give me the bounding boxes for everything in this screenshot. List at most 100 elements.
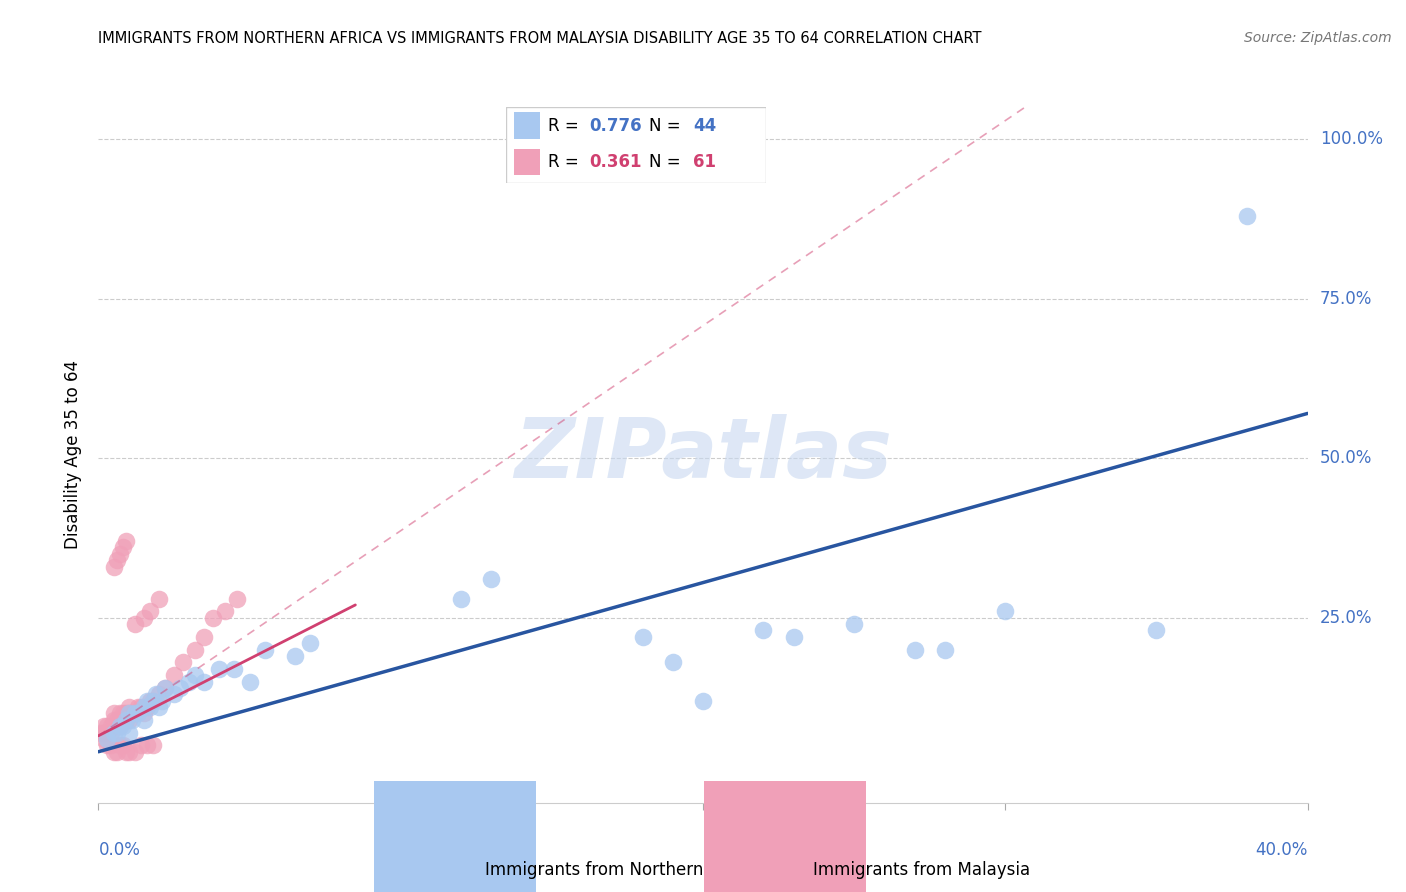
Point (100, 739, 122, 753)
Point (193, 630, 215, 644)
Point (105, 725, 128, 739)
Point (93, 719, 115, 733)
Point (132, 706, 155, 721)
Point (239, 674, 262, 689)
Point (132, 610, 155, 624)
Text: 0.776: 0.776 (589, 117, 643, 135)
Point (111, 706, 134, 721)
Text: Immigrants from Northern Africa: Immigrants from Northern Africa (485, 861, 756, 879)
Point (148, 591, 170, 606)
Point (96, 731, 118, 746)
Text: 75.0%: 75.0% (1320, 290, 1372, 308)
Point (132, 700, 155, 714)
Point (105, 713, 128, 727)
Point (93, 731, 115, 746)
FancyBboxPatch shape (506, 107, 766, 183)
Point (214, 604, 236, 618)
Point (253, 642, 276, 657)
Point (142, 694, 165, 708)
Point (108, 739, 131, 753)
Point (172, 656, 194, 670)
Point (150, 694, 173, 708)
Point (193, 674, 215, 689)
Point (108, 547, 131, 561)
Point (121, 713, 143, 727)
Point (103, 706, 125, 721)
Point (129, 739, 152, 753)
Point (142, 694, 165, 708)
Point (124, 706, 146, 721)
Point (135, 694, 157, 708)
Text: R =: R = (548, 153, 583, 171)
Text: R =: R = (548, 117, 583, 135)
Point (994, 604, 1017, 618)
Text: 0.0%: 0.0% (98, 841, 141, 859)
Point (124, 745, 146, 759)
Bar (515, 112, 540, 139)
Point (111, 541, 134, 555)
Point (450, 591, 472, 606)
Point (184, 668, 207, 682)
Point (121, 706, 143, 721)
Point (661, 656, 683, 670)
Point (139, 694, 162, 708)
Point (139, 604, 162, 618)
Point (139, 700, 162, 714)
Point (111, 719, 134, 733)
Point (1144, 624, 1167, 638)
Point (844, 617, 866, 632)
Point (96, 739, 118, 753)
Point (114, 706, 136, 721)
Point (782, 630, 804, 644)
Point (184, 642, 207, 657)
Point (118, 700, 141, 714)
Point (118, 706, 141, 721)
Point (108, 713, 131, 727)
Text: ZIPatlas: ZIPatlas (515, 415, 891, 495)
Point (226, 591, 249, 606)
Point (752, 624, 775, 638)
Point (481, 573, 503, 587)
Point (124, 617, 146, 632)
Point (93, 725, 115, 739)
Point (153, 681, 176, 695)
Point (108, 719, 131, 733)
Point (1236, 209, 1258, 223)
Point (96, 719, 118, 733)
Point (105, 745, 128, 759)
Point (105, 719, 128, 733)
Bar (515, 149, 540, 175)
Point (127, 706, 149, 721)
Text: 0.361: 0.361 (589, 153, 643, 171)
Point (90, 725, 112, 739)
Point (114, 713, 136, 727)
Point (100, 725, 122, 739)
Point (177, 674, 201, 689)
Point (118, 706, 141, 721)
Text: 44: 44 (693, 117, 717, 135)
Point (934, 642, 956, 657)
Point (631, 630, 654, 644)
Point (105, 553, 128, 567)
Point (202, 610, 225, 624)
Point (114, 745, 136, 759)
Point (224, 662, 246, 676)
Point (148, 700, 170, 714)
Point (103, 745, 125, 759)
Point (108, 706, 131, 721)
Point (208, 662, 231, 676)
Point (118, 725, 141, 739)
Point (142, 739, 165, 753)
Text: 40.0%: 40.0% (1256, 841, 1308, 859)
Point (135, 739, 157, 753)
Point (169, 681, 191, 695)
Point (103, 725, 125, 739)
Text: N =: N = (650, 117, 686, 135)
Point (118, 745, 141, 759)
Point (111, 739, 134, 753)
Point (153, 681, 176, 695)
Point (692, 694, 714, 708)
Point (163, 687, 186, 701)
Point (114, 713, 136, 727)
Text: 100.0%: 100.0% (1320, 130, 1382, 148)
